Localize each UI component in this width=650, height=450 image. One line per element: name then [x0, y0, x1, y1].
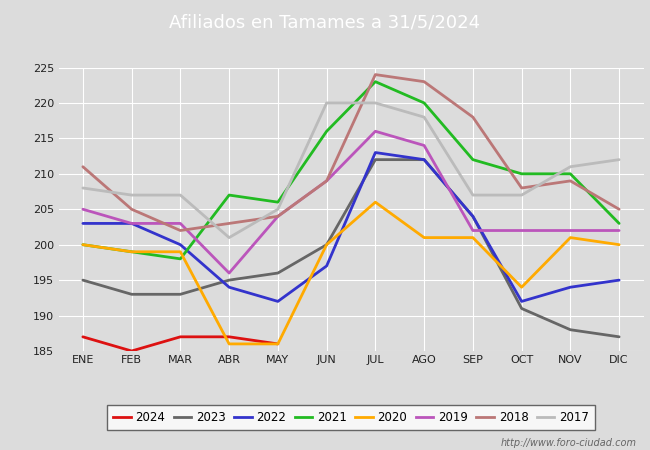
Text: Afiliados en Tamames a 31/5/2024: Afiliados en Tamames a 31/5/2024	[170, 14, 480, 32]
Text: http://www.foro-ciudad.com: http://www.foro-ciudad.com	[501, 438, 637, 448]
Legend: 2024, 2023, 2022, 2021, 2020, 2019, 2018, 2017: 2024, 2023, 2022, 2021, 2020, 2019, 2018…	[107, 405, 595, 430]
